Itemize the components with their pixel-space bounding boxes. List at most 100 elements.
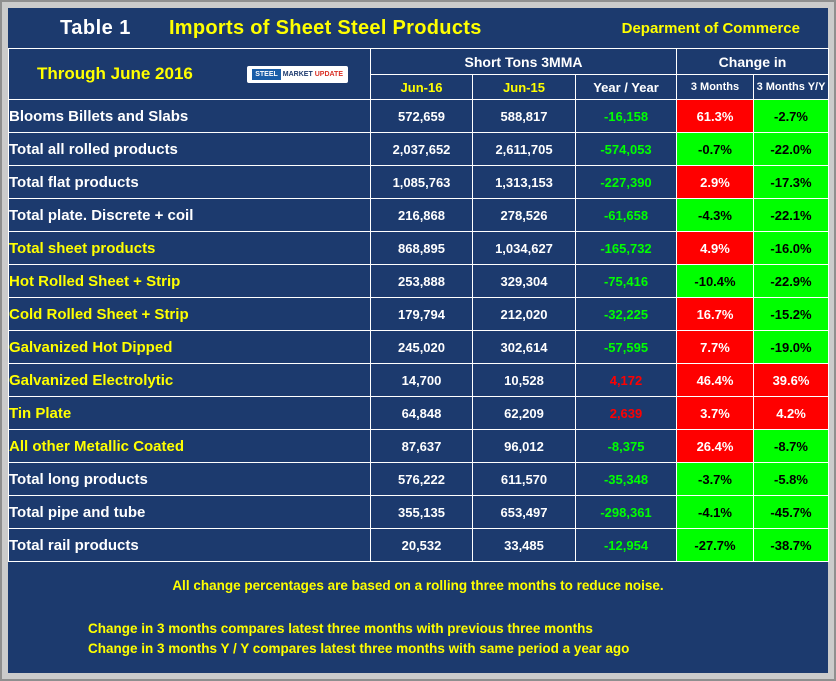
- jun16-value: 355,135: [370, 495, 473, 529]
- footnote-block: Change in 3 months compares latest three…: [8, 619, 828, 659]
- steel-market-update-logo: STEEL MARKET UPDATE: [247, 65, 348, 83]
- table-row: Hot Rolled Sheet + Strip 253,888 329,304 -7…: [8, 264, 830, 298]
- change-3-months-value: 2.9%: [676, 165, 754, 199]
- footnote-3-months-yy: Change in 3 months Y / Y compares latest…: [88, 641, 630, 656]
- year-over-year-value: -32,225: [575, 297, 677, 331]
- change-3-months-value: -0.7%: [676, 132, 754, 166]
- row-label: Cold Rolled Sheet + Strip: [8, 297, 371, 331]
- imports-table: Through June 2016 STEEL MARKET UPDATE Sh…: [8, 48, 830, 562]
- year-over-year-value: -57,595: [575, 330, 677, 364]
- table-row: Tin Plate 64,848 62,209 2,639 3.7% 4.2%: [8, 396, 830, 430]
- jun15-value: 302,614: [472, 330, 576, 364]
- year-over-year-value: -75,416: [575, 264, 677, 298]
- year-over-year-value: -574,053: [575, 132, 677, 166]
- period-label: Through June 2016: [37, 64, 193, 83]
- column-header-year-over-year: Year / Year: [575, 74, 677, 100]
- change-3-months-value: -4.1%: [676, 495, 754, 529]
- jun15-value: 96,012: [472, 429, 576, 463]
- column-header-jun15: Jun-15: [472, 74, 576, 100]
- year-over-year-value: -227,390: [575, 165, 677, 199]
- change-3-months-yy-value: -16.0%: [752, 231, 830, 265]
- change-3-months-yy-value: 39.6%: [752, 363, 830, 397]
- change-3-months-value: -4.3%: [676, 198, 754, 232]
- change-3-months-value: 61.3%: [676, 99, 754, 133]
- row-label: Blooms Billets and Slabs: [8, 99, 371, 133]
- year-over-year-value: -8,375: [575, 429, 677, 463]
- table-row: Blooms Billets and Slabs 572,659 588,817 -1…: [8, 99, 830, 133]
- jun16-value: 14,700: [370, 363, 473, 397]
- year-over-year-value: -12,954: [575, 528, 677, 562]
- change-3-months-value: 3.7%: [676, 396, 754, 430]
- table-row: Total pipe and tube 355,135 653,497 -298,36…: [8, 495, 830, 529]
- change-3-months-value: -10.4%: [676, 264, 754, 298]
- change-3-months-yy-value: -22.9%: [752, 264, 830, 298]
- jun16-value: 2,037,652: [370, 132, 473, 166]
- row-label: Total flat products: [8, 165, 371, 199]
- column-header-jun16: Jun-16: [370, 74, 473, 100]
- table-row: Galvanized Hot Dipped 245,020 302,614 -57,5…: [8, 330, 830, 364]
- table-row: Cold Rolled Sheet + Strip 179,794 212,020-…: [8, 297, 830, 331]
- jun15-value: 212,020: [472, 297, 576, 331]
- change-3-months-yy-value: -45.7%: [752, 495, 830, 529]
- jun16-value: 87,637: [370, 429, 473, 463]
- table-row: Total flat products 1,085,763 1,313,153 -22…: [8, 165, 830, 199]
- change-3-months-yy-value: -38.7%: [752, 528, 830, 562]
- table-body: Blooms Billets and Slabs 572,659 588,817 -1…: [8, 99, 830, 562]
- row-label: Total long products: [8, 462, 371, 496]
- column-group-change-in: Change in: [675, 48, 830, 75]
- jun16-value: 868,895: [370, 231, 473, 265]
- jun15-value: 62,209: [472, 396, 576, 430]
- table-row: Total plate. Discrete + coil 216,868 278,5…: [8, 198, 830, 232]
- column-header-3-months-yy: 3 Months Y/Y: [752, 74, 830, 100]
- page-title: Imports of Sheet Steel Products: [168, 16, 482, 39]
- row-label: Hot Rolled Sheet + Strip: [8, 264, 371, 298]
- year-over-year-value: 2,639: [575, 396, 677, 430]
- jun15-value: 278,526: [472, 198, 576, 232]
- row-label: Galvanized Electrolytic: [8, 363, 371, 397]
- jun15-value: 1,313,153: [472, 165, 576, 199]
- jun15-value: 1,034,627: [472, 231, 576, 265]
- table-row: Galvanized Electrolytic 14,700 10,528 4,172…: [8, 363, 830, 397]
- row-label: All other Metallic Coated: [8, 429, 371, 463]
- table-row: Total long products 576,222 611,570 -35,348…: [8, 462, 830, 496]
- jun15-value: 653,497: [472, 495, 576, 529]
- jun15-value: 611,570: [472, 462, 576, 496]
- change-3-months-value: -27.7%: [676, 528, 754, 562]
- change-3-months-yy-value: -15.2%: [752, 297, 830, 331]
- change-3-months-value: 7.7%: [676, 330, 754, 364]
- change-3-months-value: -3.7%: [676, 462, 754, 496]
- jun16-value: 20,532: [370, 528, 473, 562]
- change-3-months-value: 26.4%: [676, 429, 754, 463]
- change-3-months-value: 16.7%: [676, 297, 754, 331]
- change-3-months-yy-value: -8.7%: [752, 429, 830, 463]
- logo-steel-text: STEEL: [252, 68, 281, 80]
- change-3-months-yy-value: -5.8%: [752, 462, 830, 496]
- footnote-3-months: Change in 3 months compares latest three…: [88, 621, 593, 636]
- row-label: Galvanized Hot Dipped: [8, 330, 371, 364]
- row-label: Total rail products: [8, 528, 371, 562]
- row-label: Tin Plate: [8, 396, 371, 430]
- row-label: Total all rolled products: [8, 132, 371, 166]
- column-header-3-months: 3 Months: [676, 74, 754, 100]
- column-group-short-tons: Short Tons 3MMA: [370, 48, 677, 75]
- row-label: Total sheet products: [8, 231, 371, 265]
- year-over-year-value: -35,348: [575, 462, 677, 496]
- table-number-label: Table 1: [60, 16, 131, 39]
- group-header-row: Through June 2016 STEEL MARKET UPDATE Sh…: [8, 48, 830, 100]
- title-bar: Table 1 Imports of Sheet Steel Products …: [8, 8, 828, 48]
- jun15-value: 588,817: [472, 99, 576, 133]
- jun15-value: 33,485: [472, 528, 576, 562]
- table-row: Total rail products 20,532 33,485 -12,954 -2…: [8, 528, 830, 562]
- jun16-value: 64,848: [370, 396, 473, 430]
- jun16-value: 253,888: [370, 264, 473, 298]
- logo-market-text: MARKET: [282, 70, 313, 78]
- jun16-value: 1,085,763: [370, 165, 473, 199]
- column-header-row: Jun-16 Jun-15 Year / Year 3 Months 3 Mon…: [9, 74, 830, 100]
- jun16-value: 576,222: [370, 462, 473, 496]
- year-over-year-value: -298,361: [575, 495, 677, 529]
- jun15-value: 10,528: [472, 363, 576, 397]
- year-over-year-value: -16,158: [575, 99, 677, 133]
- change-3-months-yy-value: -22.1%: [752, 198, 830, 232]
- table-sheet: Table 1 Imports of Sheet Steel Products …: [8, 8, 830, 673]
